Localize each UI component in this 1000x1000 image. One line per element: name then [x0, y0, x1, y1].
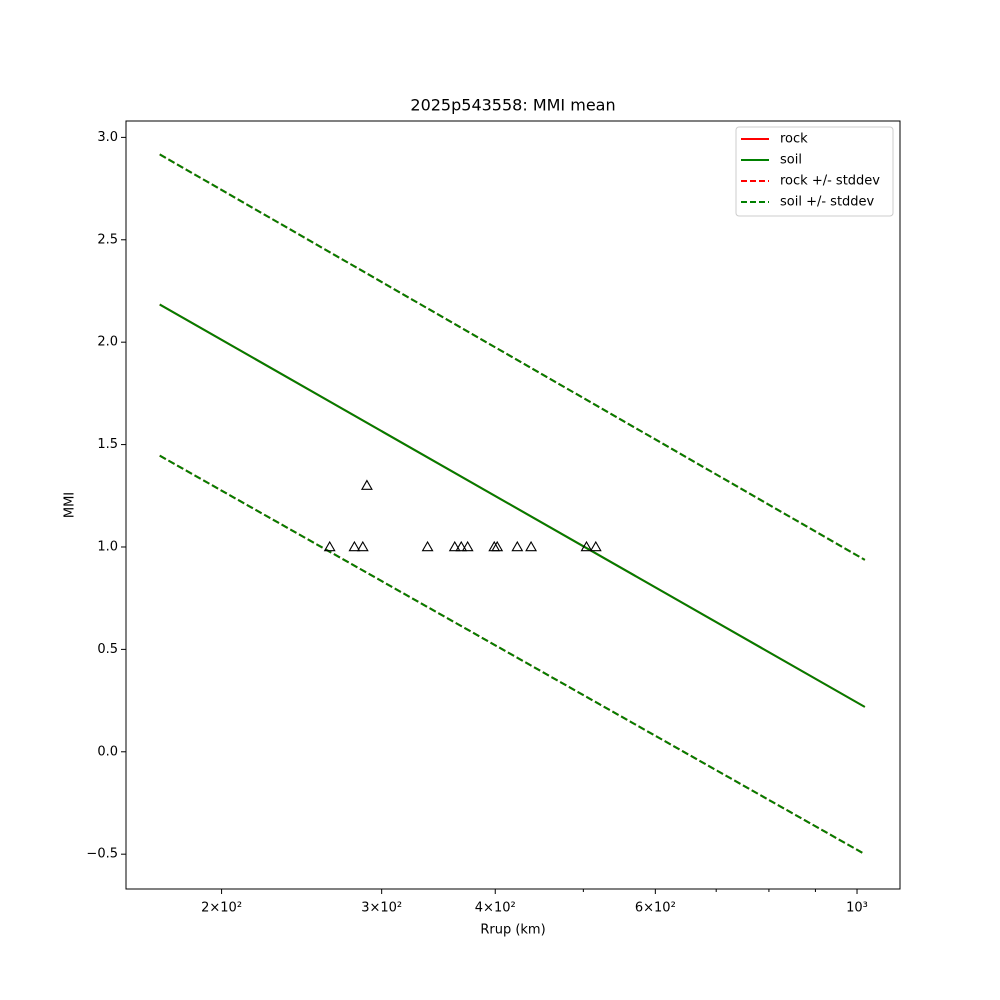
- observation-marker: [525, 540, 538, 552]
- chart-title: 2025p543558: MMI mean: [410, 96, 615, 115]
- observation-marker: [461, 540, 474, 552]
- plot-frame: [125, 120, 901, 890]
- observation-marker: [421, 540, 434, 552]
- legend-label: rock: [780, 132, 808, 147]
- observation-marker: [448, 540, 461, 552]
- observation-marker: [348, 540, 361, 552]
- legend-label: rock +/- stddev: [780, 174, 880, 189]
- observation-marker: [580, 540, 593, 552]
- observation-marker: [356, 540, 369, 552]
- observation-marker: [455, 540, 468, 552]
- x-tick-label: 2×10²: [201, 901, 242, 916]
- x-tick-label: 6×10²: [635, 901, 676, 916]
- y-tick-label: 0.0: [97, 744, 118, 759]
- series-line: [159, 454, 866, 856]
- y-tick-label: 3.0: [97, 130, 118, 145]
- observation-marker: [589, 540, 602, 552]
- x-axis-label: Rrup (km): [480, 923, 545, 938]
- observation-marker: [491, 540, 504, 552]
- series-line: [159, 153, 866, 561]
- series-line: [159, 303, 866, 708]
- observation-marker: [360, 479, 373, 490]
- y-tick-label: 1.0: [97, 539, 118, 554]
- y-tick-label: 0.5: [97, 642, 118, 657]
- observation-marker: [511, 540, 524, 552]
- observation-marker: [323, 540, 336, 552]
- x-tick-label: 4×10²: [475, 901, 516, 916]
- y-tick-label: −0.5: [86, 847, 118, 862]
- y-tick-label: 2.5: [97, 232, 118, 247]
- x-tick-label: 3×10²: [361, 901, 402, 916]
- legend-label: soil: [780, 153, 802, 168]
- y-tick-label: 1.5: [97, 437, 118, 452]
- y-tick-label: 2.0: [97, 335, 118, 350]
- x-tick-label: 10³: [846, 901, 868, 916]
- legend-box: [735, 126, 894, 217]
- legend-label: soil +/- stddev: [780, 195, 875, 210]
- y-axis-label: MMI: [63, 492, 78, 518]
